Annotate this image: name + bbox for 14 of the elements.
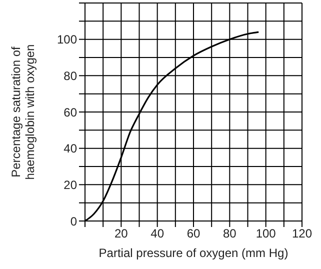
x-tick-label: 80 — [222, 226, 237, 241]
y-tick-label: 0 — [70, 214, 78, 228]
y-tick-label: 40 — [64, 142, 78, 156]
x-tick-label: 60 — [186, 226, 200, 241]
y-tick-label: 20 — [64, 178, 78, 192]
x-tick-label: 120 — [292, 226, 312, 241]
x-tick-label: 40 — [150, 226, 164, 241]
x-tick-label: 100 — [256, 226, 276, 241]
y-tick-label: 100 — [56, 32, 78, 47]
y-tick-label: 80 — [64, 68, 78, 83]
y-axis-title: Percentage saturation of haemoglobin with oxygen — [9, 44, 37, 180]
x-tick-label: 20 — [114, 226, 128, 241]
y-tick-label: 60 — [64, 105, 78, 120]
x-axis-title: Partial pressure of oxygen (mm Hg) — [98, 246, 288, 260]
